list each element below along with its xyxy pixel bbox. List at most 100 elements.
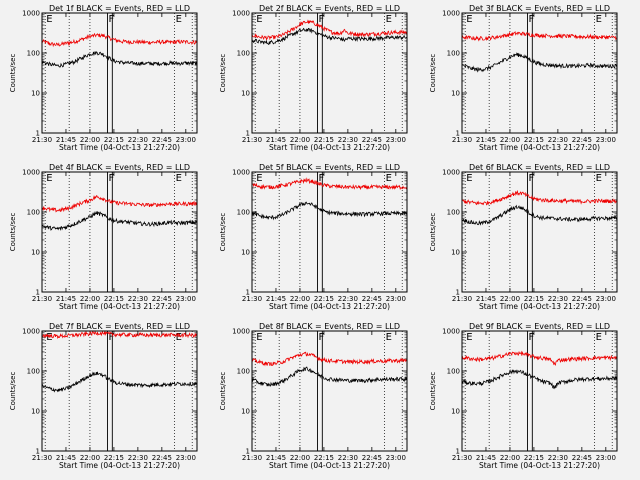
- lld-series-line: [461, 31, 618, 42]
- interval-marker-letter: E: [466, 14, 472, 25]
- x-tick-label: 22:15: [314, 454, 334, 462]
- x-tick-label: 21:30: [32, 136, 52, 144]
- x-axis-label: Start Time (04-Oct-13 21:27:20): [59, 461, 180, 470]
- panel-5: Det 5f BLACK = Events, RED = LLD Counts/s…: [219, 163, 408, 311]
- interval-marker-letter: E: [256, 14, 262, 25]
- y-tick-label: 1000: [22, 169, 40, 177]
- y-tick-label: 100: [447, 368, 460, 376]
- panel-2: Det 2f BLACK = Events, RED = LLD Counts/s…: [219, 4, 408, 152]
- x-tick-label: 22:45: [152, 454, 172, 462]
- y-tick-label: 100: [27, 209, 40, 217]
- y-tick-label: 100: [447, 209, 460, 217]
- y-tick-label: 1000: [232, 328, 250, 336]
- x-tick-label: 22:45: [362, 454, 382, 462]
- interval-marker-letter: F: [529, 173, 535, 184]
- events-series-line: [41, 371, 198, 393]
- lld-series-line: [41, 32, 198, 48]
- lld-series-line: [251, 351, 408, 367]
- y-tick-label: 1: [456, 448, 460, 456]
- x-tick-label: 21:30: [32, 454, 52, 462]
- y-axis-label: Counts/sec: [219, 213, 227, 252]
- interval-marker-letter: F: [109, 14, 115, 25]
- y-tick-label: 1: [456, 289, 460, 297]
- interval-marker-letter: E: [386, 14, 392, 25]
- events-series-line: [251, 27, 408, 46]
- plot-frame: [461, 330, 618, 452]
- x-tick-label: 22:45: [362, 136, 382, 144]
- panel-9: Det 9f BLACK = Events, RED = LLD Counts/s…: [429, 322, 618, 470]
- x-axis-label: Start Time (04-Oct-13 21:27:20): [479, 143, 600, 152]
- plot-frame: [41, 12, 198, 134]
- x-tick-label: 22:15: [104, 136, 124, 144]
- x-tick-label: 23:00: [176, 454, 196, 462]
- x-tick-label: 22:30: [338, 454, 358, 462]
- x-tick-label: 21:45: [56, 454, 76, 462]
- y-tick-label: 100: [237, 209, 250, 217]
- interval-marker-letter: E: [596, 14, 602, 25]
- x-axis-label: Start Time (04-Oct-13 21:27:20): [59, 302, 180, 311]
- events-series-line: [41, 51, 198, 68]
- x-tick-label: 22:00: [80, 454, 100, 462]
- interval-marker-letter: F: [109, 332, 115, 343]
- y-tick-label: 100: [27, 50, 40, 58]
- y-tick-label: 1000: [232, 169, 250, 177]
- interval-marker-letter: E: [256, 173, 262, 184]
- interval-marker-letter: E: [596, 332, 602, 343]
- x-tick-label: 22:45: [152, 295, 172, 303]
- interval-marker-letter: E: [466, 332, 472, 343]
- y-axis-label: Counts/sec: [9, 213, 17, 252]
- panel-title: Det 9f BLACK = Events, RED = LLD: [469, 322, 610, 331]
- panel-title: Det 6f BLACK = Events, RED = LLD: [469, 163, 610, 172]
- y-tick-label: 10: [451, 249, 460, 257]
- y-tick-label: 1: [246, 448, 250, 456]
- interval-marker-letter: F: [529, 14, 535, 25]
- x-axis-label: Start Time (04-Oct-13 21:27:20): [59, 143, 180, 152]
- interval-marker-letter: E: [176, 332, 182, 343]
- panel-title: Det 1f BLACK = Events, RED = LLD: [49, 4, 190, 13]
- y-tick-label: 1: [246, 289, 250, 297]
- x-tick-label: 22:15: [524, 136, 544, 144]
- x-tick-label: 21:30: [452, 295, 472, 303]
- x-tick-label: 22:45: [572, 136, 592, 144]
- panel-title: Det 4f BLACK = Events, RED = LLD: [49, 163, 190, 172]
- plot-frame: [461, 171, 618, 293]
- y-tick-label: 10: [241, 408, 250, 416]
- events-series-line: [461, 369, 618, 390]
- x-tick-label: 21:45: [56, 295, 76, 303]
- lld-series-line: [41, 330, 198, 340]
- interval-marker-letter: E: [46, 173, 52, 184]
- x-tick-label: 21:30: [242, 136, 262, 144]
- interval-marker-letter: E: [256, 332, 262, 343]
- interval-marker-letter: E: [466, 173, 472, 184]
- y-tick-label: 100: [27, 368, 40, 376]
- y-tick-label: 1000: [232, 10, 250, 18]
- y-tick-label: 100: [237, 50, 250, 58]
- events-series-line: [461, 52, 618, 73]
- panel-7: Det 7f BLACK = Events, RED = LLD Counts/s…: [9, 322, 198, 470]
- x-tick-label: 23:00: [596, 454, 616, 462]
- panel-1: Det 1f BLACK = Events, RED = LLD Counts/s…: [9, 4, 198, 152]
- y-axis-label: Counts/sec: [219, 54, 227, 93]
- x-axis-label: Start Time (04-Oct-13 21:27:20): [269, 143, 390, 152]
- panel-title: Det 3f BLACK = Events, RED = LLD: [469, 4, 610, 13]
- x-tick-label: 21:45: [476, 454, 496, 462]
- x-tick-label: 22:45: [572, 454, 592, 462]
- x-tick-label: 22:30: [548, 454, 568, 462]
- interval-marker-letter: E: [176, 173, 182, 184]
- interval-marker-letter: E: [386, 332, 392, 343]
- y-tick-label: 1: [456, 130, 460, 138]
- x-tick-label: 22:30: [548, 295, 568, 303]
- x-tick-label: 21:30: [452, 454, 472, 462]
- plot-frame: [461, 12, 618, 134]
- x-tick-label: 23:00: [596, 295, 616, 303]
- x-tick-label: 23:00: [176, 136, 196, 144]
- y-axis-label: Counts/sec: [429, 213, 437, 252]
- events-series-line: [251, 366, 408, 387]
- x-tick-label: 22:15: [314, 295, 334, 303]
- panel-8: Det 8f BLACK = Events, RED = LLD Counts/s…: [219, 322, 408, 470]
- x-tick-label: 22:00: [500, 136, 520, 144]
- panel-4: Det 4f BLACK = Events, RED = LLD Counts/s…: [9, 163, 198, 311]
- y-tick-label: 1000: [442, 10, 460, 18]
- x-tick-label: 22:00: [500, 295, 520, 303]
